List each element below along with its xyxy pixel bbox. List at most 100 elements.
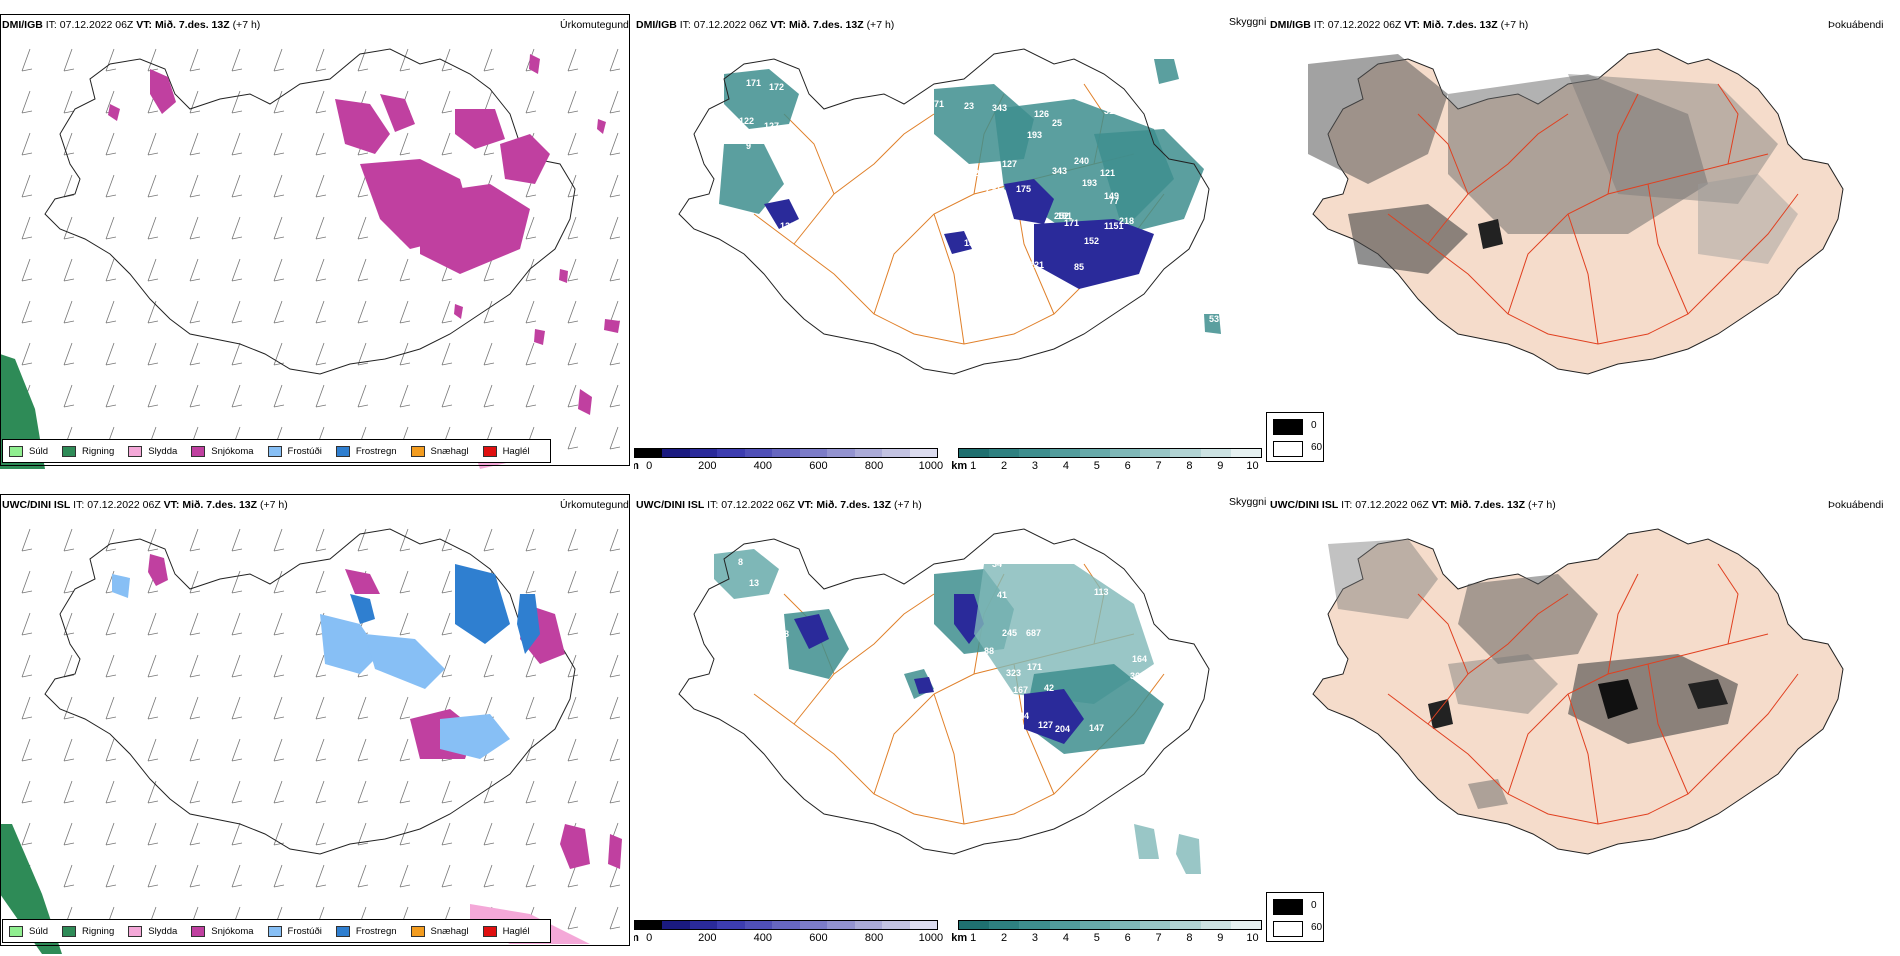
wind-barb [315,738,327,762]
wind-barb [441,822,453,846]
ceiling-value: 25 [1052,118,1062,128]
wind-barb [399,612,411,636]
wind-barb [441,612,453,636]
wind-barb [21,258,33,282]
colorbar-segment [772,449,800,457]
wind-barb [21,696,33,720]
wind-barb [315,258,327,282]
colorbar-tick: 400 [753,460,773,472]
wind-barb [609,696,621,720]
wind-barb [273,612,285,636]
it-value: 07.12.2022 06Z [721,499,795,511]
colorbar-tick: 200 [698,460,717,472]
ceiling-value: 42 [1044,683,1054,693]
legend-swatch [62,445,77,457]
colorbar-segment [1200,921,1231,929]
legend-label: Haglél [502,925,530,937]
ceiling-value: 167 [1013,685,1028,695]
wind-barb [357,342,369,366]
wind-barb [189,132,201,156]
panel-precip-type-dmi: DMI/IGB IT: 07.12.2022 06Z VT: Mið. 7.de… [0,14,632,476]
vt-label: VT: [1431,499,1448,511]
wind-barb [231,528,243,552]
colorbar-segment [635,921,663,929]
legend-swatch [9,445,23,457]
colorbar-tick: 0 [646,932,653,944]
colorbar-tick: 800 [864,460,884,472]
colorbar-tick: 5 [1093,932,1100,944]
wind-barb [231,90,243,114]
ceiling-value-labels: 8 13 141 98 100 112 34 41 245 687 88 323 171 167 92 144… [738,557,1147,756]
legend-item: Rigning [62,925,114,937]
colorbar-segment [689,449,718,457]
wind-barb [63,48,75,72]
legend-item: Súld [9,925,48,937]
wind-barb [189,864,201,888]
wind-barb [567,342,579,366]
wind-barb [147,174,159,198]
colorbar-segment [909,921,937,929]
wind-barb [21,528,33,552]
wind-barb [63,696,75,720]
wind-barb [147,258,159,282]
wind-barb [273,174,285,198]
ceiling-value: 13 [749,578,759,588]
wind-barb [525,300,537,324]
legend-label: Snjókoma [211,445,254,457]
parameter-title: Skyggni [1229,496,1266,508]
wind-barb [189,300,201,324]
colorbar-tick: 600 [809,932,828,944]
legend-item: Frostregn [335,925,397,937]
fog-legend-black-label: 0 [1311,420,1317,431]
wind-barb [231,258,243,282]
ceiling-value: 134 [980,206,995,216]
colorbar-tick: 6 [1124,932,1131,944]
wind-barb [525,738,537,762]
wind-barb [315,48,327,72]
it-label: IT: [1341,499,1353,511]
wind-barb [399,696,411,720]
wind-barb [147,216,159,240]
wind-barb [63,780,75,804]
ceiling-value: 152 [1084,236,1099,246]
wind-barb [21,780,33,804]
wind-barb [399,132,411,156]
wind-barb [567,258,579,282]
wind-barb [273,822,285,846]
legend-swatch [410,925,425,937]
ceiling-value: 171 [746,78,761,88]
wind-barb [105,258,117,282]
colorbar-tick: 10 [1246,932,1259,944]
wind-barb [525,258,537,282]
wind-barb [105,654,117,678]
wind-barb [147,780,159,804]
lead-time: (+7 h) [1500,19,1529,31]
ceiling-value: 8 [738,557,743,567]
wind-barb [105,48,117,72]
wind-barb [231,696,243,720]
colorbar-segment [1230,921,1262,929]
road-network [1387,83,1799,345]
ceiling-value: 31 [1104,106,1114,116]
model-name: UWC/DINI ISL [1270,499,1339,511]
wind-barb [105,822,117,846]
vt-value: Mið. 7.des. 13Z [1422,19,1498,31]
colorbar-segment [959,921,990,929]
wind-barb [21,174,33,198]
ceiling-value: 126 [1034,109,1049,119]
colorbar-tick: 9 [1217,460,1224,472]
ceiling-value: 100 [788,689,803,699]
legend-item: Snjókoma [191,925,254,937]
wind-barb [315,654,327,678]
model-name: DMI/IGB [1270,19,1311,31]
colorbar-segment [1200,449,1231,457]
wind-barb [189,528,201,552]
wind-barb [567,528,579,552]
cloud-ceiling-colorbar [634,920,938,930]
fog-legend-black [1273,899,1303,915]
ceiling-value: 171 [1027,662,1042,672]
wind-barb [441,780,453,804]
wind-barb [63,342,75,366]
it-label: IT: [707,499,719,511]
ceiling-value: 127 [1038,720,1053,730]
